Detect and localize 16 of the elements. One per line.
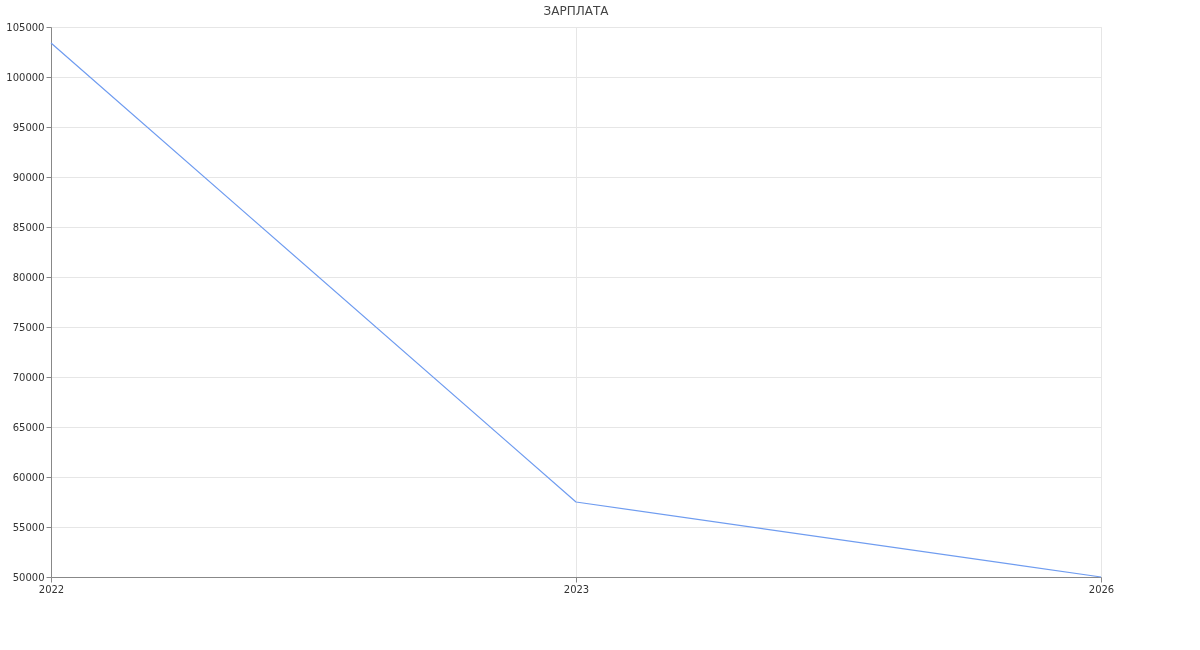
y-tick-label: 95000 <box>12 121 45 133</box>
y-tick-label: 105000 <box>6 21 45 33</box>
y-tick-label: 85000 <box>12 221 45 233</box>
y-tick-label: 100000 <box>6 71 45 83</box>
y-tick-label: 80000 <box>12 271 45 283</box>
x-tick-label: 2023 <box>563 583 590 595</box>
y-tick-label: 60000 <box>12 471 45 483</box>
y-tick-label: 50000 <box>12 571 45 583</box>
y-tick-label: 75000 <box>12 321 45 333</box>
y-tick-label: 90000 <box>12 171 45 183</box>
x-tick-label: 2026 <box>1088 583 1115 595</box>
y-tick-label: 70000 <box>12 371 45 383</box>
y-tick-label: 55000 <box>12 521 45 533</box>
y-tick-label: 65000 <box>12 421 45 433</box>
chart-title: ЗАРПЛАТА <box>543 4 610 18</box>
x-tick-label: 2022 <box>38 583 65 595</box>
